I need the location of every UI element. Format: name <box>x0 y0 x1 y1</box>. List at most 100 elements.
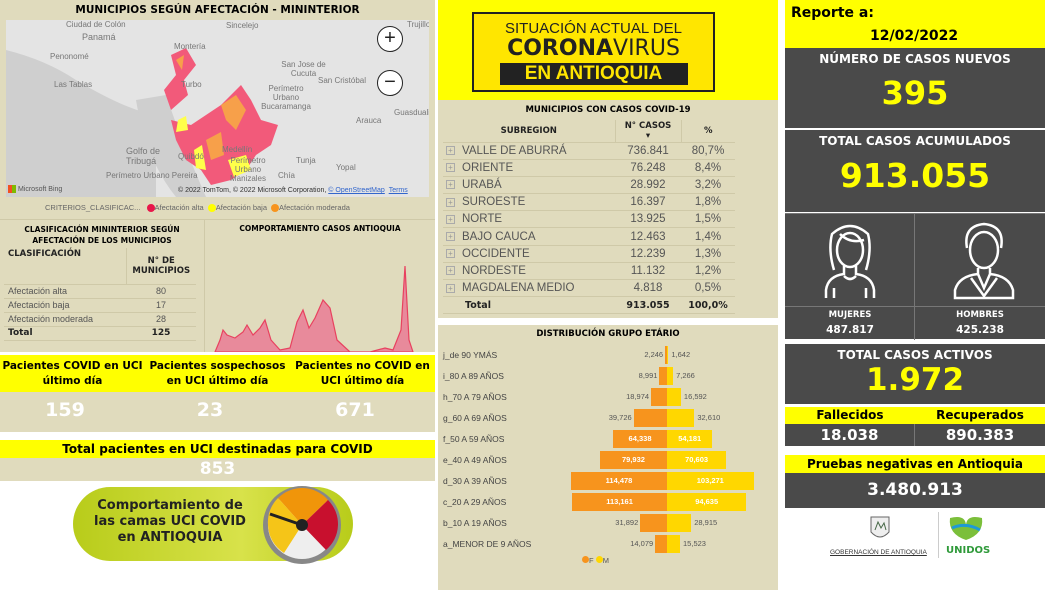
legend-item[interactable]: Afectación baja <box>207 203 267 213</box>
bar-f[interactable] <box>651 388 667 406</box>
subregion-name: SUROESTE <box>462 196 526 209</box>
map-label: San Jose de Cucuta <box>281 60 326 78</box>
gender-card: MUJERES 487.817 HOMBRES 425.238 <box>785 213 1045 340</box>
uci-value: 159 <box>45 399 85 421</box>
title-virus: VIRUS <box>613 36 680 61</box>
table-row[interactable]: + BAJO CAUCA 12.463 1,4% <box>443 227 735 246</box>
bar-m[interactable] <box>667 346 669 364</box>
legend-item[interactable]: Afectación alta <box>146 203 204 213</box>
category-label: e_40 A 49 AÑOS <box>443 455 507 465</box>
table-row[interactable]: + VALLE DE ABURRÁ 736.841 80,7% <box>443 142 735 160</box>
uci-total-label: Total pacientes en UCI destinadas para C… <box>0 440 435 458</box>
bar-m[interactable] <box>667 514 692 532</box>
legend-item[interactable]: Afectación moderada <box>271 203 350 213</box>
zoom-in-button[interactable]: + <box>377 26 403 52</box>
data-label: 64,338 <box>628 434 652 443</box>
bar-m[interactable] <box>667 430 713 448</box>
expand-icon[interactable]: + <box>446 232 455 241</box>
cases: 76.248 <box>615 159 681 177</box>
map[interactable]: Ciudad de Colón Panamá Penonomé Las Tabl… <box>6 20 429 197</box>
title-line1: SITUACIÓN ACTUAL DEL <box>505 20 682 37</box>
bar-f[interactable] <box>640 514 667 532</box>
bar-f[interactable] <box>571 472 667 490</box>
negative-tests-label: Pruebas negativas en Antioquia <box>785 455 1045 473</box>
bar-m[interactable] <box>667 535 681 553</box>
col-header-sorted[interactable]: N° CASOS ▾ <box>614 120 681 143</box>
expand-icon[interactable]: + <box>446 266 455 276</box>
map-legend: CRITERIOS_CLASIFICAC... Afectación alta A… <box>45 203 350 213</box>
expand-icon[interactable]: + <box>446 249 455 259</box>
total-label: Total <box>443 296 615 315</box>
table-row[interactable]: + NORDESTE 11.132 1,2% <box>443 262 735 281</box>
bar-m[interactable] <box>667 451 727 469</box>
antioquia-seal-icon <box>870 516 890 538</box>
map-label: Turbo <box>181 80 202 89</box>
bar-m[interactable] <box>667 472 754 490</box>
bar-f[interactable] <box>599 451 667 469</box>
map-label: Chía <box>278 171 295 180</box>
uci-value: 671 <box>335 399 375 421</box>
legend-dot-m-icon <box>595 556 603 563</box>
category-label: h_70 A 79 AÑOS <box>443 392 507 402</box>
col-header[interactable]: SUBREGION <box>443 120 615 143</box>
table-row[interactable]: + OCCIDENTE 12.239 1,3% <box>443 245 735 263</box>
zoom-out-button[interactable]: − <box>377 70 403 96</box>
trend-area <box>214 265 414 352</box>
negative-tests-value: 3.480.913 <box>785 473 1045 508</box>
expand-icon[interactable]: + <box>446 146 455 156</box>
map-label: Trujillo <box>407 20 429 29</box>
bar-m[interactable] <box>667 388 681 406</box>
bar-f[interactable] <box>665 346 667 364</box>
table-row[interactable]: + URABÁ 28.992 3,2% <box>443 176 735 195</box>
men-label: HOMBRES <box>956 310 1004 320</box>
unidos-logo-text: UNIDOS <box>946 545 991 556</box>
bar-f[interactable] <box>655 535 667 553</box>
osm-link[interactable]: © OpenStreetMap <box>328 187 385 194</box>
subregion-panel: MUNICIPIOS CON CASOS COVID-19 SUBREGION N… <box>438 100 778 318</box>
expand-icon[interactable]: + <box>446 163 455 173</box>
map-label: Medellín <box>222 145 253 154</box>
data-label: 16,592 <box>683 392 707 401</box>
subregion-name: NORDESTE <box>462 264 526 277</box>
data-label: 103,271 <box>696 476 724 485</box>
expand-icon[interactable]: + <box>446 180 455 190</box>
data-label: 8,991 <box>638 371 658 380</box>
table-row[interactable]: + NORTE 13.925 1,5% <box>443 210 735 229</box>
expand-icon[interactable]: + <box>446 283 455 293</box>
bar-m[interactable] <box>667 493 747 511</box>
total-cases: 913.055 <box>615 296 681 315</box>
data-label: 113,161 <box>606 497 633 506</box>
uci-banner-button[interactable]: Comportamiento de las camas UCI COVID en… <box>73 486 353 564</box>
gauge-icon <box>263 486 341 564</box>
pct: 1,4% <box>681 227 735 246</box>
bar-f[interactable] <box>613 430 667 448</box>
col-header[interactable]: % <box>680 120 735 143</box>
legend-label: Afectación alta <box>154 203 204 212</box>
map-label: Las Tablas <box>54 80 93 89</box>
classification-table: CLASIFICACIÓN N° DE MUNICIPIOS Afectación… <box>4 248 196 341</box>
subregion-name: OCCIDENTE <box>462 247 530 260</box>
uci-label: Pacientes sospechosos en UCI último día <box>149 360 286 387</box>
deaths-label: Fallecidos <box>816 408 884 422</box>
map-label: Perímetro Urbano Pereira <box>106 171 198 180</box>
cases: 736.841 <box>615 142 681 160</box>
map-label: Sincelejo <box>226 21 259 30</box>
bar-m[interactable] <box>667 367 674 385</box>
expand-icon[interactable]: + <box>446 214 455 224</box>
table-row[interactable]: + SUROESTE 16.397 1,8% <box>443 193 735 212</box>
bar-f[interactable] <box>572 493 667 511</box>
map-label: Montería <box>174 42 206 51</box>
table-row[interactable]: + MAGDALENA MEDIO 4.818 0,5% <box>443 279 735 298</box>
terms-link[interactable]: Terms <box>388 187 408 194</box>
bar-f[interactable] <box>659 367 667 385</box>
table-row[interactable]: + ORIENTE 76.248 8,4% <box>443 159 735 177</box>
women-label: MUJERES <box>828 310 872 320</box>
expand-icon[interactable]: + <box>446 197 455 207</box>
col-header: CLASIFICACIÓN <box>4 248 127 285</box>
pct: 1,8% <box>681 193 735 212</box>
bar-f[interactable] <box>633 409 667 427</box>
bar-m[interactable] <box>667 409 695 427</box>
row-label: Afectación moderada <box>4 312 126 327</box>
col-header-label: N° CASOS <box>624 120 672 131</box>
active-cases-card: TOTAL CASOS ACTIVOS 1.972 <box>785 344 1045 404</box>
